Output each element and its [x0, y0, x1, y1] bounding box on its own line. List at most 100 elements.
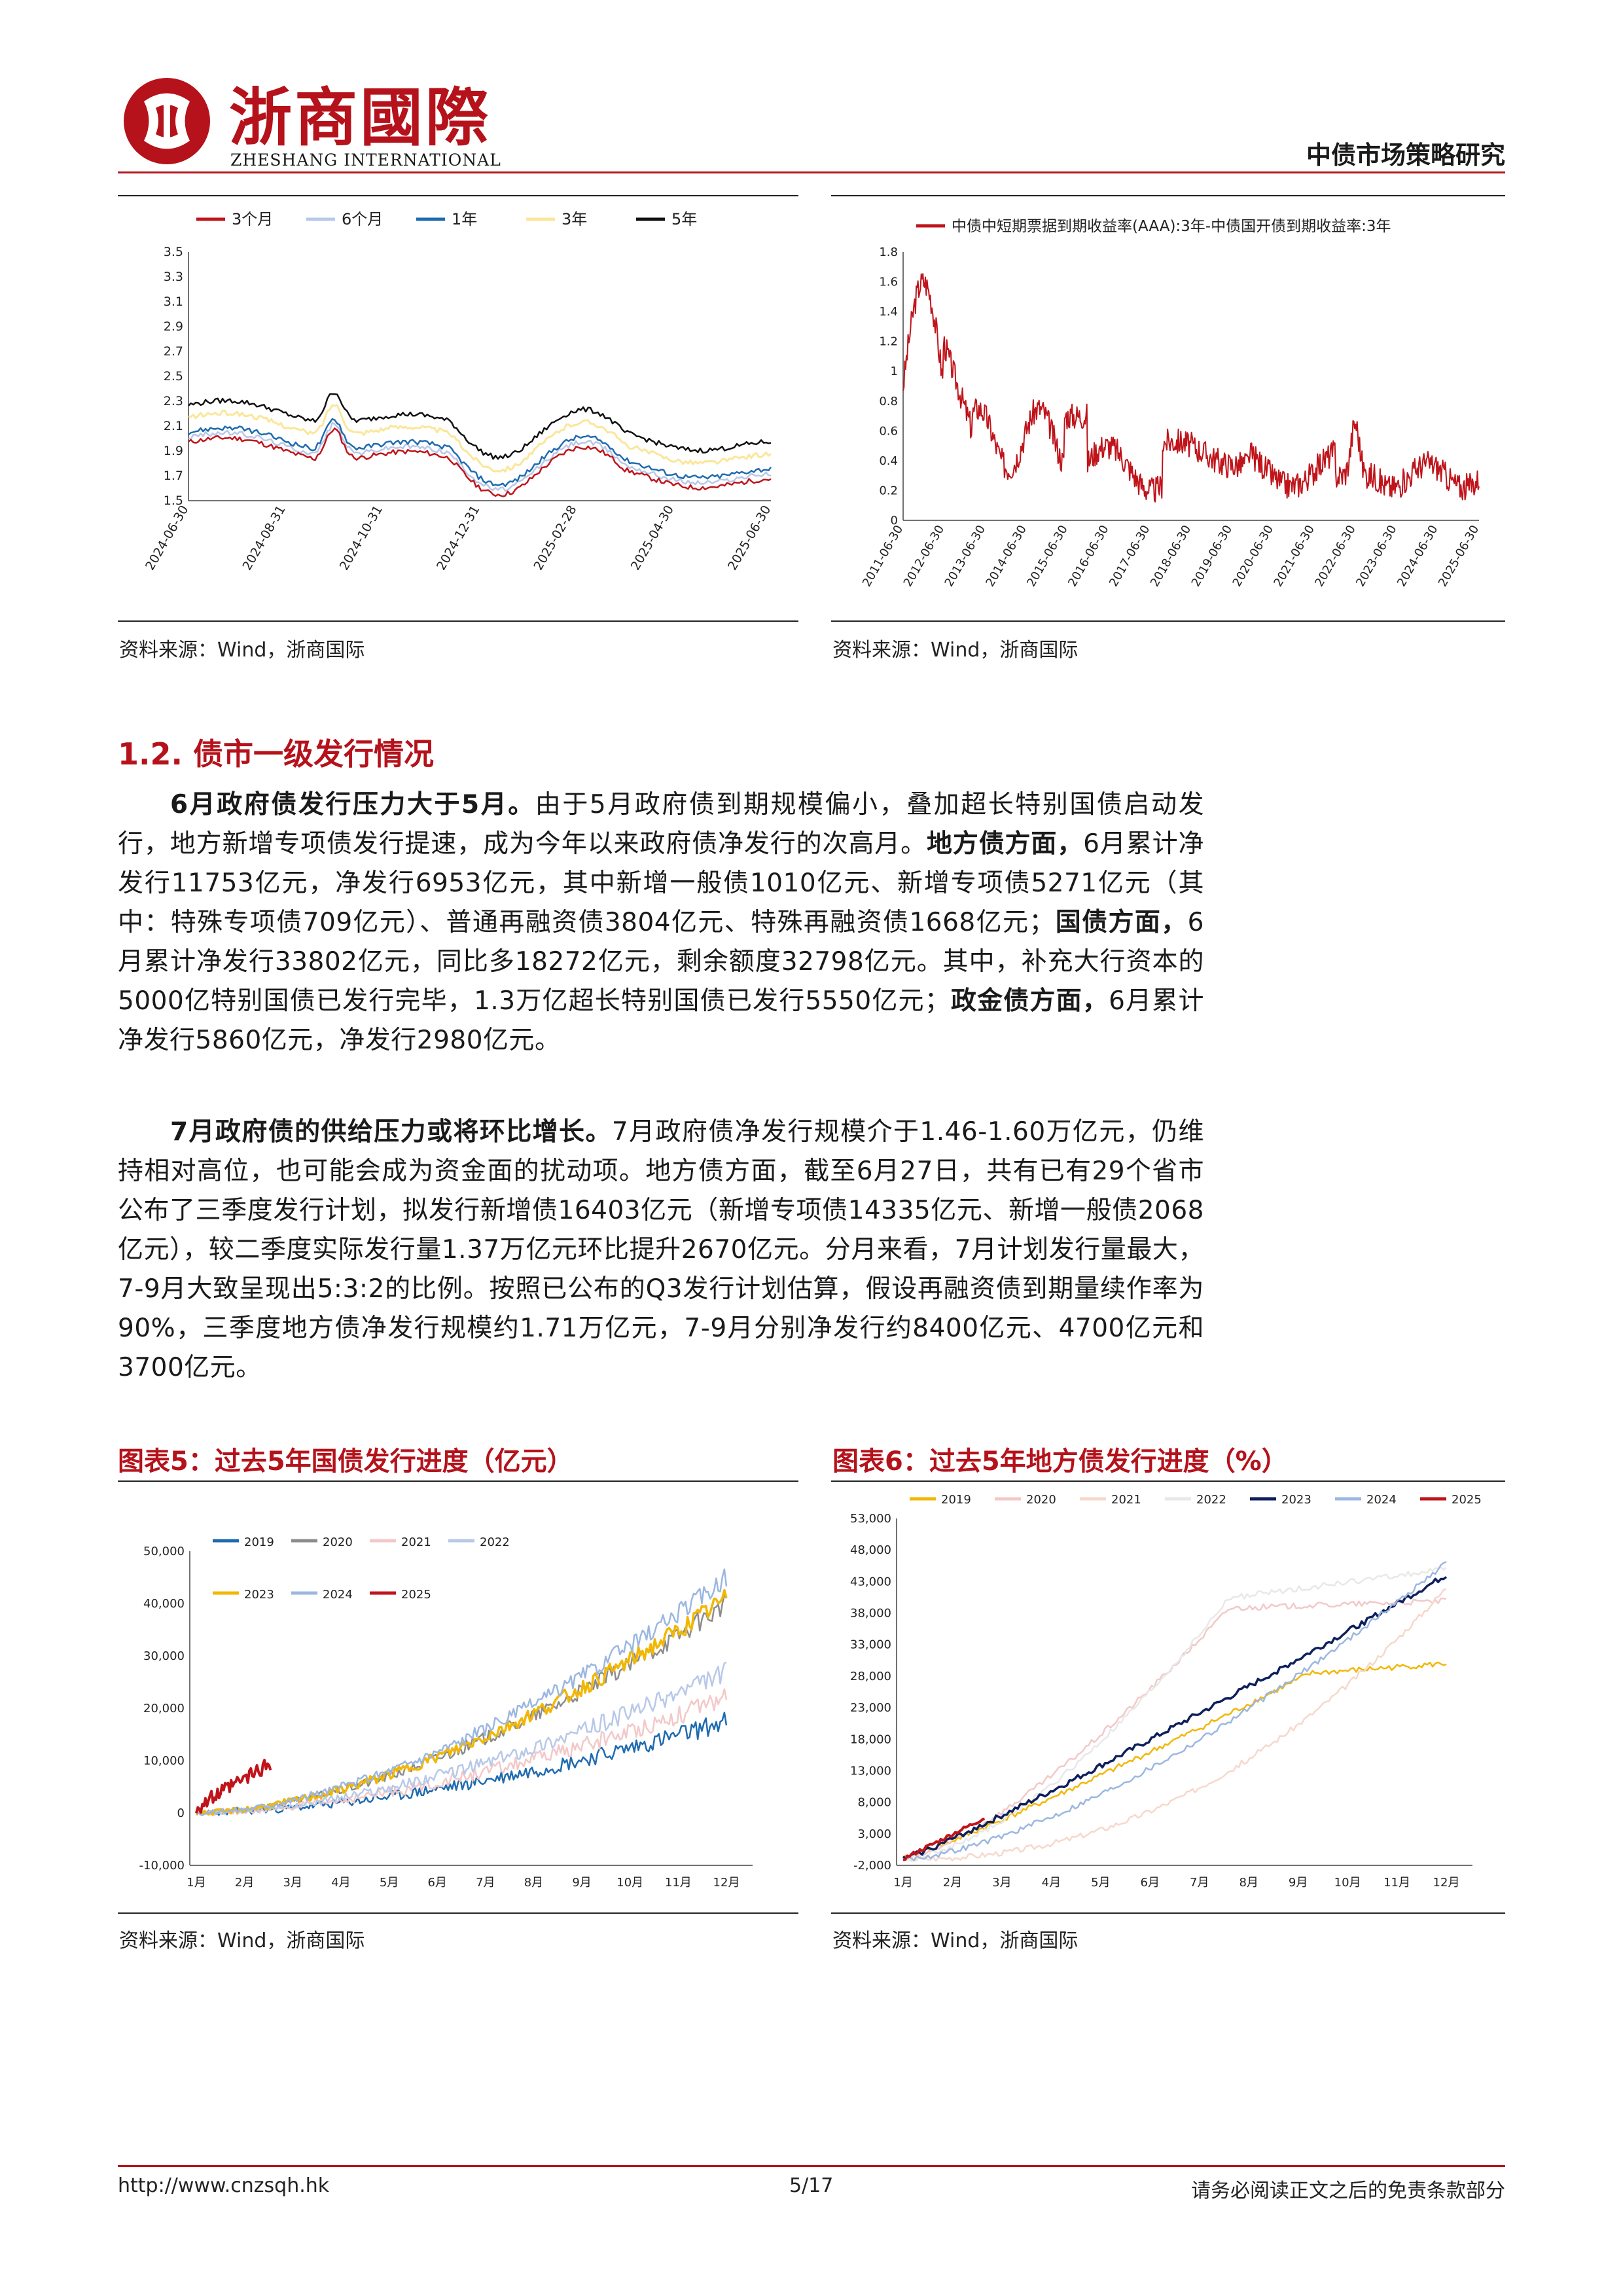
series-line: [902, 1588, 1447, 1862]
y-tick-label: 1.5: [164, 493, 183, 508]
x-tick-label: 10月: [616, 1876, 643, 1890]
y-tick-label: 0.2: [879, 484, 898, 497]
legend-label: 中债中短期票据到期收益率(AAA):3年-中债国开债到期收益率:3年: [952, 218, 1391, 235]
series-line: [188, 418, 772, 488]
y-tick-label: 30,000: [143, 1649, 185, 1663]
y-tick-label: 23,000: [850, 1701, 891, 1715]
x-tick-label: 2024-10-31: [337, 503, 385, 573]
legend-label: 3个月: [232, 210, 273, 228]
credit-spread-chart: 中债中短期票据到期收益率(AAA):3年-中债国开债到期收益率:3年 1.8 1.6…: [860, 218, 1482, 589]
x-tick-label: 2011-06-30: [860, 523, 906, 589]
footer-url[interactable]: http://www.cnzsqh.hk: [118, 2174, 330, 2197]
x-tick-label: 11月: [665, 1876, 692, 1890]
page-number: 5/17: [789, 2174, 834, 2197]
figure-5-title: 图表5：过去5年国债发行进度（亿元）: [118, 1446, 573, 1477]
y-tick-label: 13,000: [850, 1764, 891, 1778]
figure-6-title: 图表6：过去5年地方债发行进度（%）: [832, 1446, 1288, 1477]
treasury-issuance-chart: 50,000 40,000 30,000 20,000 10,000 0 -10,0001月…: [139, 1535, 753, 1890]
y-tick-label: 48,000: [850, 1543, 891, 1557]
bold-lead: 6月政府债发行压力大于5月。: [170, 790, 535, 819]
y-tick-label: 2.7: [164, 344, 183, 359]
x-tick-label: 8月: [524, 1876, 543, 1890]
x-tick-label: 2020-06-30: [1230, 523, 1276, 589]
y-tick-label: 3.3: [164, 270, 183, 284]
x-tick-label: 1月: [187, 1876, 205, 1890]
x-tick-label: 7月: [1190, 1876, 1209, 1890]
x-tick-label: 2025-04-30: [628, 503, 677, 573]
x-tick-label: 2024-08-31: [240, 503, 288, 573]
logo-wordmark: 浙商國際: [229, 81, 491, 154]
x-tick-label: 2月: [235, 1876, 254, 1890]
x-tick-label: 2024-06-30: [143, 503, 191, 573]
x-tick-label: 9月: [572, 1876, 591, 1890]
x-tick-label: 2015-06-30: [1024, 523, 1070, 589]
y-tick-label: 28,000: [850, 1670, 891, 1683]
x-tick-label: 2012-06-30: [901, 523, 947, 589]
series-line: [196, 1568, 728, 1816]
x-tick-label: 4月: [1042, 1876, 1061, 1890]
figure-5-bottom-rule: [118, 1912, 798, 1914]
x-tick-label: 2019-06-30: [1189, 523, 1235, 589]
y-tick-label: 33,000: [850, 1638, 891, 1652]
y-tick-label: 40,000: [143, 1597, 185, 1611]
x-tick-label: 12月: [1433, 1876, 1460, 1890]
chart-top-rule-left: [118, 195, 798, 196]
footer-disclaimer: 请务必阅读正文之后的免责条款部分: [1191, 2179, 1505, 2202]
figure-6-top-rule: [831, 1480, 1505, 1482]
x-tick-label: 2025-06-30: [725, 503, 774, 573]
legend-label: 6个月: [342, 210, 383, 228]
y-tick-label: 1.8: [879, 245, 898, 259]
y-tick-label: 38,000: [850, 1607, 891, 1621]
x-tick-label: 3月: [992, 1876, 1011, 1890]
series-line: [902, 1566, 1447, 1861]
series-line: [188, 427, 772, 497]
y-tick-label: 1.2: [879, 335, 898, 349]
legend-label: 2020: [1026, 1493, 1056, 1507]
y-tick-label: 1.4: [879, 305, 898, 319]
logo-english: ZHESHANG INTERNATIONAL: [230, 151, 501, 170]
y-tick-label: 0.4: [879, 454, 898, 468]
x-tick-label: 10月: [1334, 1876, 1361, 1890]
paragraph-june-issuance: 6月政府债发行压力大于5月。由于5月政府债到期规模偏小，叠加超长特别国债启动发行…: [118, 790, 1204, 1055]
x-tick-label: 3月: [283, 1876, 302, 1890]
x-tick-label: 8月: [1239, 1876, 1258, 1890]
y-tick-label: 2.1: [164, 419, 183, 433]
x-tick-label: 2018-06-30: [1148, 523, 1194, 589]
chart-bottom-rule-left: [118, 620, 798, 622]
legend-label: 2019: [941, 1493, 971, 1507]
yield-curve-chart: 3个月 6个月 1年 3年 5年 3.5 3.3 3.1 2.9 2.7 2.5 2.3 2.1 1.9 1…: [143, 210, 774, 573]
series-line: [902, 1597, 1447, 1861]
legend-label: 5年: [671, 210, 697, 228]
y-tick-label: 10,000: [143, 1754, 185, 1768]
x-tick-label: 2021-06-30: [1271, 523, 1317, 589]
y-tick-label: 3.1: [164, 295, 183, 309]
series-line: [902, 1561, 1447, 1861]
series-line: [195, 1588, 728, 1816]
x-tick-label: 6月: [427, 1876, 446, 1890]
y-tick-label: 8,000: [857, 1796, 891, 1810]
footer-divider: [118, 2165, 1505, 2167]
x-tick-label: 1月: [893, 1876, 912, 1890]
y-tick-label: 0: [177, 1806, 185, 1820]
series-line: [188, 422, 772, 492]
y-tick-label: 0.6: [879, 424, 898, 438]
y-tick-label: 2.3: [164, 394, 183, 408]
y-tick-label: 53,000: [850, 1512, 891, 1526]
series-line: [188, 393, 772, 460]
x-tick-label: 2016-06-30: [1065, 523, 1111, 589]
x-tick-label: 2024-06-30: [1395, 523, 1440, 589]
logo-emblem-icon: [124, 78, 210, 164]
legend-label: 1年: [452, 210, 477, 228]
x-tick-label: 9月: [1289, 1876, 1308, 1890]
x-tick-label: 2014-06-30: [983, 523, 1029, 589]
legend-label: 2025: [1452, 1493, 1482, 1507]
x-tick-label: 2月: [943, 1876, 962, 1890]
legend-label: 2019: [244, 1535, 274, 1549]
x-tick-label: 2024-12-31: [434, 503, 482, 573]
x-tick-label: 4月: [331, 1876, 350, 1890]
legend-label: 2024: [323, 1588, 353, 1602]
y-tick-label: 2.9: [164, 319, 183, 334]
x-tick-label: 7月: [476, 1876, 495, 1890]
bold-lead: 7月政府债的供给压力或将环比增长。: [170, 1117, 612, 1147]
y-tick-label: 3,000: [857, 1827, 891, 1841]
